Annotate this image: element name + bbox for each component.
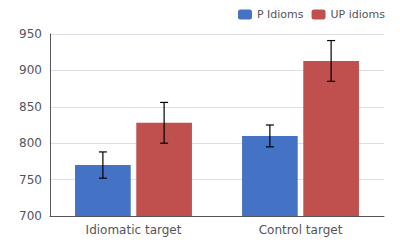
svg-text:P Idioms: P Idioms bbox=[257, 8, 304, 21]
svg-text:Idiomatic target: Idiomatic target bbox=[86, 223, 182, 237]
svg-text:800: 800 bbox=[19, 136, 42, 150]
svg-text:700: 700 bbox=[19, 209, 42, 223]
svg-text:850: 850 bbox=[19, 100, 42, 114]
svg-text:UP idioms: UP idioms bbox=[331, 8, 386, 21]
svg-text:950: 950 bbox=[19, 27, 42, 41]
svg-text:750: 750 bbox=[19, 173, 42, 187]
svg-text:900: 900 bbox=[19, 63, 42, 77]
svg-text:Control target: Control target bbox=[259, 223, 343, 237]
